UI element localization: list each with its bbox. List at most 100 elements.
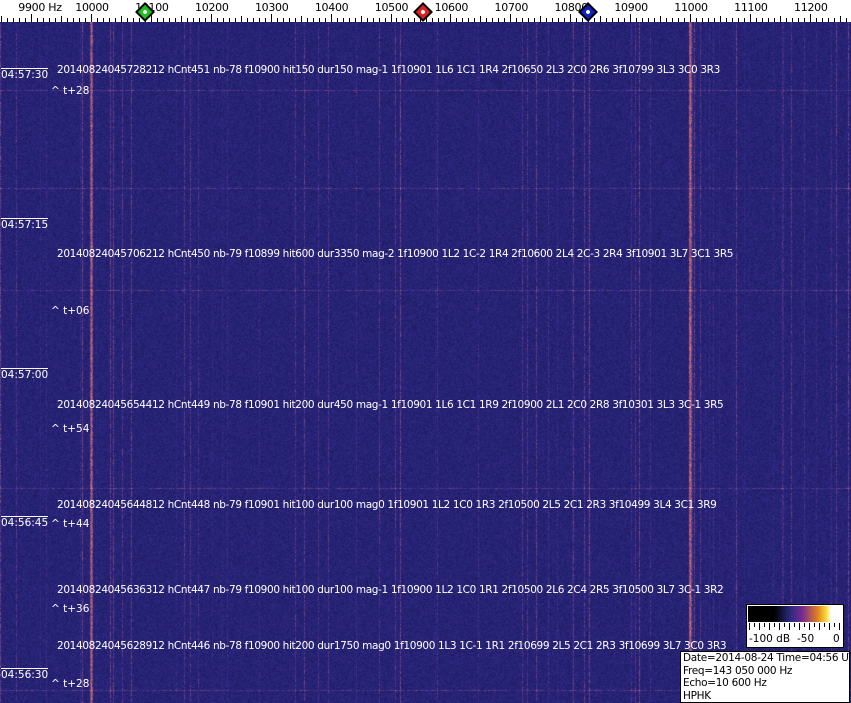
frequency: Freq=143 050 000 Hz	[683, 664, 793, 677]
axis-tick	[414, 18, 415, 22]
colorbar-label: 0	[833, 633, 840, 645]
time-offset: ^ t+54	[51, 423, 90, 435]
axis-tick	[600, 16, 601, 22]
red-marker-icon[interactable]	[413, 2, 434, 22]
axis-tick	[630, 14, 631, 22]
colorbar-tick	[749, 623, 750, 630]
axis-tick	[726, 18, 727, 22]
axis-tick	[1, 16, 2, 22]
colorbar-label: -50	[797, 633, 815, 645]
time-offset: ^ t+44	[51, 518, 90, 530]
axis-tick	[337, 18, 338, 22]
axis-tick	[349, 18, 350, 22]
axis-tick	[217, 18, 218, 22]
axis-tick	[49, 18, 50, 22]
axis-tick	[85, 18, 86, 22]
waterfall-display[interactable]	[0, 22, 851, 703]
axis-tick	[277, 18, 278, 22]
axis-tick	[582, 18, 583, 22]
axis-tick	[540, 16, 541, 22]
axis-tick	[612, 18, 613, 22]
axis-tick	[708, 18, 709, 22]
axis-tick	[325, 18, 326, 22]
colorbar-tick	[789, 623, 790, 630]
axis-tick	[271, 14, 272, 22]
colorbar-tick	[839, 623, 840, 630]
axis-tick	[558, 18, 559, 22]
axis-tick-label: 10600	[434, 1, 469, 14]
colorbar-tick	[754, 623, 755, 627]
axis-tick	[714, 18, 715, 22]
axis-tick	[361, 16, 362, 22]
axis-tick	[379, 18, 380, 22]
detection-line: 20140824045628912 hCnt446 nb-78 f10900 h…	[57, 640, 727, 652]
axis-tick-label: 11100	[734, 1, 768, 14]
axis-tick	[690, 14, 691, 22]
axis-tick	[468, 18, 469, 22]
axis-tick	[780, 16, 781, 22]
axis-tick	[13, 18, 14, 22]
info-box: Date=2014-08-24 Time=04:56 UTC Freq=143 …	[680, 651, 851, 703]
axis-tick	[498, 18, 499, 22]
colorbar-tick	[834, 623, 835, 627]
station: HPHK	[683, 689, 711, 702]
axis-tick	[834, 18, 835, 22]
axis-tick	[762, 18, 763, 22]
axis-tick	[391, 14, 392, 22]
axis-tick	[828, 18, 829, 22]
axis-tick	[822, 18, 823, 22]
colorbar-tick	[814, 623, 815, 627]
axis-tick	[402, 18, 403, 22]
axis-tick	[307, 18, 308, 22]
axis-tick	[283, 18, 284, 22]
colorbar-tick	[809, 623, 810, 630]
axis-unit-label: 9900 Hz	[18, 1, 62, 14]
axis-tick	[97, 18, 98, 22]
axis-tick-label: 11000	[674, 1, 708, 14]
axis-tick-label: 10300	[254, 1, 289, 14]
axis-tick	[840, 16, 841, 22]
axis-tick	[438, 18, 439, 22]
axis-tick	[181, 16, 182, 22]
axis-tick	[163, 18, 164, 22]
axis-tick	[504, 18, 505, 22]
axis-tick	[223, 18, 224, 22]
axis-tick	[804, 18, 805, 22]
axis-tick	[636, 18, 637, 22]
axis-tick	[31, 14, 32, 22]
axis-tick	[43, 18, 44, 22]
axis-tick	[426, 18, 427, 22]
axis-tick	[355, 18, 356, 22]
frequency-axis[interactable]: 9900 Hz 10000 10100 10200 10300 10400 10500 10…	[0, 0, 851, 22]
time-label: 04:56:45	[1, 516, 49, 529]
axis-tick	[19, 18, 20, 22]
axis-tick	[528, 18, 529, 22]
axis-tick	[37, 18, 38, 22]
axis-tick	[193, 18, 194, 22]
axis-tick	[720, 16, 721, 22]
axis-tick	[456, 18, 457, 22]
axis-tick	[235, 18, 236, 22]
axis-tick	[486, 18, 487, 22]
axis-tick	[253, 18, 254, 22]
axis-tick-label: 10000	[75, 1, 109, 14]
axis-tick	[618, 18, 619, 22]
axis-tick	[492, 18, 493, 22]
axis-tick	[211, 14, 212, 22]
axis-tick	[606, 18, 607, 22]
axis-tick	[109, 18, 110, 22]
axis-tick	[199, 18, 200, 22]
axis-tick	[684, 18, 685, 22]
axis-tick	[462, 18, 463, 22]
axis-tick	[91, 14, 92, 22]
axis-tick	[654, 18, 655, 22]
axis-tick	[7, 18, 8, 22]
time-offset: ^ t+06	[51, 305, 90, 317]
axis-tick	[570, 14, 571, 22]
axis-tick	[738, 18, 739, 22]
axis-tick	[480, 16, 481, 22]
axis-tick	[385, 18, 386, 22]
axis-tick	[367, 18, 368, 22]
axis-tick	[648, 18, 649, 22]
